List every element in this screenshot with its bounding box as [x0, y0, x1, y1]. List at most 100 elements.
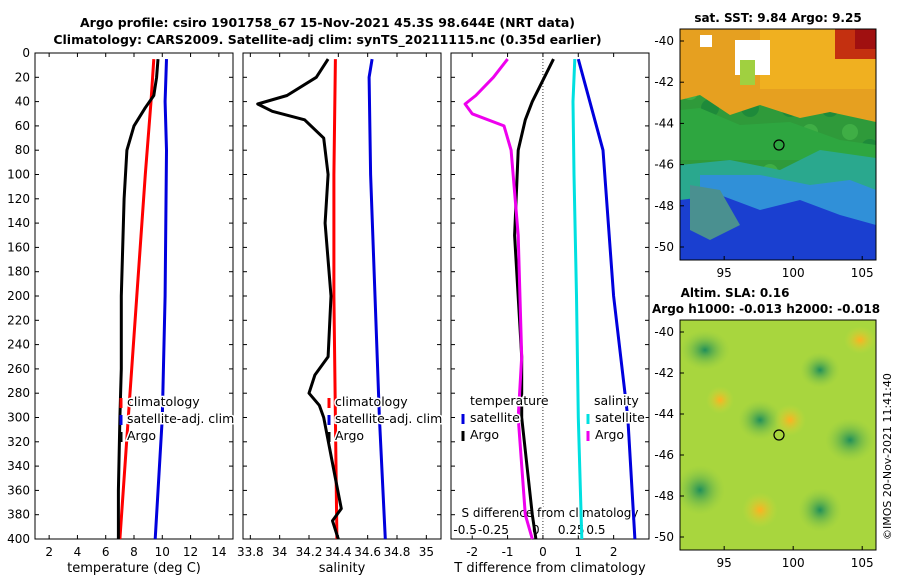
legend-label: satellite-adj. clim — [335, 411, 442, 426]
map-y-tick-label: -44 — [654, 116, 674, 130]
x-tick-label: -1 — [502, 545, 514, 559]
map-y-tick-label: -40 — [654, 34, 674, 48]
profile-panel-salinity: 33.8 34 34.2 34.4 34.6 34.8 35 salinity climatol… — [237, 52, 444, 576]
y-tick-label: 280 — [7, 386, 30, 400]
x-tick-label: 14 — [211, 545, 226, 559]
y-tick-label: 40 — [15, 95, 30, 109]
x-tick-label: 33.8 — [237, 545, 264, 559]
sst-map-title: sat. SST: 9.84 Argo: 9.25 — [694, 11, 861, 25]
x-tick-label: 2 — [45, 545, 53, 559]
x-axis-label: salinity — [319, 561, 366, 576]
y-tick-label: 80 — [15, 143, 30, 157]
x-tick-label: 34 — [272, 545, 287, 559]
y-tick-label: 360 — [7, 483, 30, 497]
y-tick-label: 320 — [7, 435, 30, 449]
map-y-tick-label: -48 — [654, 199, 674, 213]
x-tick-label: 2 — [610, 545, 618, 559]
map-x-tick-label: 100 — [782, 266, 805, 280]
legend-label: Argo — [595, 427, 624, 442]
top-tick-label: 0.5 — [586, 523, 605, 537]
map-x-tick-label: 95 — [717, 556, 732, 570]
y-tick-label: 160 — [7, 240, 30, 254]
y-tick-label: 180 — [7, 265, 30, 279]
profile-panel-difference: -2 -1 0 1 2 T difference from climatology S di… — [450, 52, 650, 576]
map-y-tick-label: -40 — [654, 325, 674, 339]
map-y-tick-label: -46 — [654, 448, 674, 462]
series-line-satellite-adj--clim — [153, 59, 168, 540]
series-line-temperature-satellite — [576, 58, 637, 540]
sst-argo-marker — [773, 139, 785, 151]
map-x-tick-label: 105 — [851, 266, 874, 280]
map-x-tick-label: 100 — [782, 556, 805, 570]
profile-panel-temperature: 0 20 40 60 80 100 120 140 160 180 200 220 240 260 280 3… — [7, 46, 236, 576]
y-tick-label: 100 — [7, 168, 30, 182]
x-tick-label: 34.6 — [354, 545, 381, 559]
top-axis-label: S difference from climatology — [462, 506, 639, 520]
series-line-argo — [116, 58, 160, 539]
map-y-tick-label: -50 — [654, 240, 674, 254]
series-line-satellite-adj--clim — [367, 58, 387, 540]
x-axis-label: T difference from climatology — [453, 561, 646, 576]
x-tick-label: 34.2 — [296, 545, 323, 559]
map-y-tick-label: -48 — [654, 489, 674, 503]
y-tick-label: 140 — [7, 216, 30, 230]
series-line-climatology — [332, 59, 339, 540]
map-y-tick-label: -42 — [654, 366, 674, 380]
legend-heading-salinity: salinity — [594, 393, 639, 408]
map-y-tick-label: -42 — [654, 75, 674, 89]
top-tick-label: -0.25 — [478, 523, 509, 537]
y-tick-label: 380 — [7, 508, 30, 522]
y-tick-label: 0 — [22, 46, 30, 60]
x-tick-label: 34.4 — [325, 545, 352, 559]
sla-map: Altim. SLA: 0.16 Argo h1000: -0.013 h200… — [652, 286, 880, 570]
plot-frame — [450, 52, 650, 540]
top-tick-label: -0.5 — [453, 523, 476, 537]
sla-map-title2: Argo h1000: -0.013 h2000: -0.018 — [652, 302, 880, 316]
series-line-temperature-argo — [513, 58, 555, 540]
x-tick-label: 0 — [539, 545, 547, 559]
figure-title-line1: Argo profile: csiro 1901758_67 15-Nov-20… — [80, 15, 575, 30]
sst-map: sat. SST: 9.84 Argo: 9.25 95 100 105 -40 -42… — [654, 11, 877, 280]
y-tick-label: 340 — [7, 459, 30, 473]
y-tick-label: 220 — [7, 313, 30, 327]
map-y-tick-label: -50 — [654, 530, 674, 544]
y-tick-label: 260 — [7, 362, 30, 376]
x-tick-label: 6 — [102, 545, 110, 559]
series-line-climatology — [118, 59, 156, 540]
y-tick-label: 60 — [15, 119, 30, 133]
y-tick-label: 120 — [7, 192, 30, 206]
series-line-salinity-satellite — [571, 59, 584, 540]
legend-label: satellite-adj. clim — [127, 411, 234, 426]
legend-label: climatology — [335, 394, 408, 409]
plot-frame — [242, 52, 442, 540]
legend-label: Argo — [127, 428, 156, 443]
legend-label: climatology — [127, 394, 200, 409]
y-tick-label: 300 — [7, 411, 30, 425]
sla-argo-marker — [773, 429, 785, 441]
sla-map-title1: Altim. SLA: 0.16 — [681, 286, 790, 300]
top-tick-label: 0.25 — [558, 523, 585, 537]
x-tick-label: 34.8 — [384, 545, 411, 559]
x-axis-label: temperature (deg C) — [67, 561, 201, 576]
y-tick-label: 240 — [7, 338, 30, 352]
map-y-tick-label: -44 — [654, 407, 674, 421]
legend-heading-temperature: temperature — [470, 393, 549, 408]
x-tick-label: 4 — [74, 545, 82, 559]
y-tick-label: 400 — [7, 532, 30, 546]
x-tick-label: 10 — [155, 545, 170, 559]
x-tick-label: 35 — [419, 545, 434, 559]
figure-title-line2: Climatology: CARS2009. Satellite-adj cli… — [53, 32, 602, 47]
x-tick-label: 1 — [574, 545, 582, 559]
y-tick-label: 200 — [7, 289, 30, 303]
legend-label: Argo — [335, 428, 364, 443]
y-tick-label: 20 — [15, 70, 30, 84]
x-tick-label: -2 — [466, 545, 478, 559]
legend-label: satellite — [470, 410, 520, 425]
map-x-tick-label: 95 — [717, 266, 732, 280]
x-tick-label: 8 — [130, 545, 138, 559]
legend-label: satellite — [595, 410, 645, 425]
series-line-argo — [256, 58, 343, 540]
map-y-tick-label: -46 — [654, 158, 674, 172]
map-x-tick-label: 105 — [851, 556, 874, 570]
